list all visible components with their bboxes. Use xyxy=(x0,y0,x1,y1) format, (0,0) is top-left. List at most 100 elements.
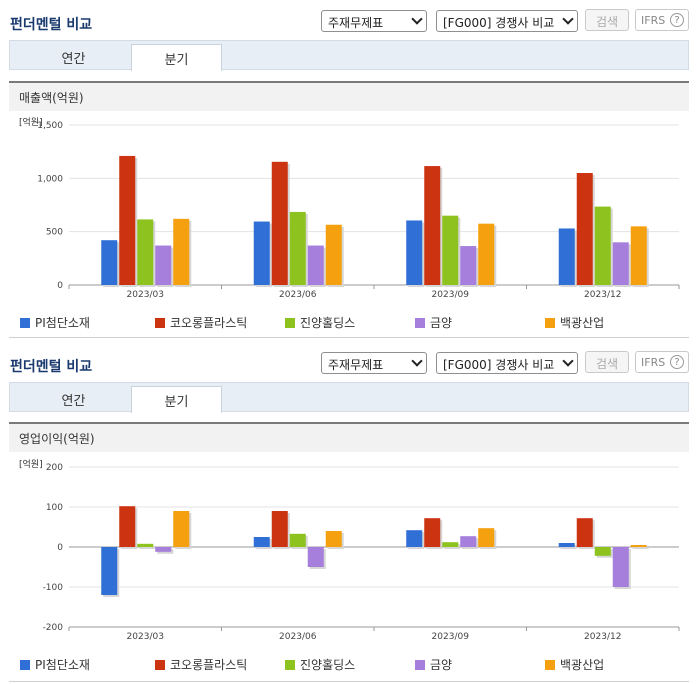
unit-label: [억원] xyxy=(19,116,43,128)
bar xyxy=(119,155,136,285)
statement-select-value: 주재무제표 xyxy=(328,358,384,372)
unit-label: [억원] xyxy=(19,458,43,470)
section-title: 펀더멘털 비교 xyxy=(10,17,93,33)
bar xyxy=(424,166,441,285)
bar xyxy=(155,245,172,285)
y-tick-label: 200 xyxy=(46,463,63,473)
bar xyxy=(630,545,647,547)
legend-item[interactable]: 백광산업 xyxy=(545,314,604,331)
section-title: 펀더멘털 비교 xyxy=(10,359,93,375)
legend-item[interactable]: 진양홀딩스 xyxy=(285,314,355,331)
bar xyxy=(406,220,423,285)
legend-item[interactable]: 진양홀딩스 xyxy=(285,656,355,673)
legend-swatch xyxy=(415,318,425,328)
y-tick-label: -100 xyxy=(43,583,64,593)
bar xyxy=(307,547,324,567)
legend-item[interactable]: 백광산업 xyxy=(545,656,604,673)
ifrs-button[interactable]: IFRS ? xyxy=(635,9,689,31)
bar xyxy=(137,543,154,547)
bar xyxy=(253,221,270,285)
tab-quarterly[interactable]: 분기 xyxy=(131,44,222,71)
legend-swatch xyxy=(155,318,165,328)
period-tabs: 연간 분기 xyxy=(9,40,689,71)
peer-select-value: [FG000] 경쟁사 비교 xyxy=(443,16,555,30)
bar xyxy=(460,536,477,547)
search-button[interactable]: 검색 xyxy=(585,9,629,31)
statement-select-value: 주재무제표 xyxy=(328,16,384,30)
legend-swatch xyxy=(20,660,30,670)
y-tick-label: 100 xyxy=(46,503,63,513)
chart-subtitle: 매출액(억원) xyxy=(9,81,689,111)
bar-shadow xyxy=(139,545,156,549)
bar xyxy=(253,537,270,547)
bar xyxy=(478,223,495,285)
bar xyxy=(478,528,495,547)
legend-item[interactable]: 코오롱플라스틱 xyxy=(155,656,247,673)
legend-item[interactable]: 금양 xyxy=(415,314,452,331)
peer-select[interactable]: [FG000] 경쟁사 비교 xyxy=(436,352,578,374)
tab-annual[interactable]: 연간 xyxy=(61,52,86,67)
tab-quarterly[interactable]: 분기 xyxy=(131,386,222,413)
chevron-down-icon xyxy=(411,355,423,367)
x-tick-label: 2023/09 xyxy=(432,290,470,300)
bar xyxy=(289,533,306,547)
x-tick-label: 2023/06 xyxy=(279,290,317,300)
y-tick-label: 0 xyxy=(57,281,63,291)
bar xyxy=(576,173,593,285)
bar xyxy=(442,215,459,285)
bar xyxy=(271,511,288,547)
legend-label: PI첨단소재 xyxy=(35,658,90,672)
bar xyxy=(307,245,324,285)
statement-select[interactable]: 주재무제표 xyxy=(321,352,427,374)
revenue-chart-svg: [억원] 0 500 1,000 1,500 2023/03 2023/06 2023/09 2… xyxy=(19,116,680,300)
peer-select-value: [FG000] 경쟁사 비교 xyxy=(443,358,555,372)
legend-item[interactable]: PI첨단소재 xyxy=(20,314,90,331)
y-tick-label: 0 xyxy=(57,543,63,553)
bar xyxy=(173,218,190,285)
revenue-chart: [억원] 0 500 1,000 1,500 2023/03 2023/06 2023/09 2… xyxy=(9,113,689,309)
legend-label: 금양 xyxy=(430,316,453,330)
bar xyxy=(594,206,611,285)
ifrs-label: IFRS xyxy=(641,14,666,27)
bar xyxy=(271,161,288,285)
period-tabs: 연간 분기 xyxy=(9,382,689,413)
peer-select[interactable]: [FG000] 경쟁사 비교 xyxy=(436,10,578,32)
x-tick-label: 2023/03 xyxy=(127,632,164,642)
bar xyxy=(406,530,423,547)
legend-item[interactable]: 코오롱플라스틱 xyxy=(155,314,247,331)
legend-item[interactable]: PI첨단소재 xyxy=(20,656,90,673)
ifrs-button[interactable]: IFRS ? xyxy=(635,351,689,373)
bar xyxy=(119,506,136,547)
bar xyxy=(101,547,118,595)
legend-swatch xyxy=(20,318,30,328)
section-divider xyxy=(9,681,689,682)
ifrs-label: IFRS xyxy=(641,356,666,369)
x-tick-label: 2023/12 xyxy=(584,632,621,642)
help-icon[interactable]: ? xyxy=(670,13,684,27)
chart-subtitle: 영업이익(억원) xyxy=(9,422,689,452)
legend-label: 금양 xyxy=(430,658,453,672)
legend-label: 코오롱플라스틱 xyxy=(170,316,248,330)
bar xyxy=(137,219,154,285)
bar xyxy=(558,228,575,285)
legend-label: 백광산업 xyxy=(560,658,605,672)
operating-profit-chart-svg: [억원] -200 -100 0 100 200 2023/03 2023/06 2023/09… xyxy=(19,458,680,642)
statement-select[interactable]: 주재무제표 xyxy=(321,10,427,32)
tab-annual[interactable]: 연간 xyxy=(61,394,86,409)
legend-item[interactable]: 금양 xyxy=(415,656,452,673)
legend-swatch xyxy=(155,660,165,670)
legend-swatch xyxy=(545,660,555,670)
bar xyxy=(576,518,593,547)
fundamental-section-1: 펀더멘털 비교 주재무제표 [FG000] 경쟁사 비교 검색 IFRS ? 연… xyxy=(0,0,696,340)
help-icon[interactable]: ? xyxy=(670,355,684,369)
legend-label: PI첨단소재 xyxy=(35,316,90,330)
bar xyxy=(612,547,629,587)
legend-label: 백광산업 xyxy=(560,316,605,330)
bar xyxy=(612,242,629,285)
legend-label: 진양홀딩스 xyxy=(300,316,356,330)
operating-profit-legend: PI첨단소재 코오롱플라스틱 진양홀딩스 금양 백광산업 xyxy=(20,656,680,672)
search-button[interactable]: 검색 xyxy=(585,351,629,373)
bar xyxy=(173,511,190,547)
y-tick-label: 1,000 xyxy=(37,174,63,184)
x-tick-label: 2023/09 xyxy=(432,632,470,642)
